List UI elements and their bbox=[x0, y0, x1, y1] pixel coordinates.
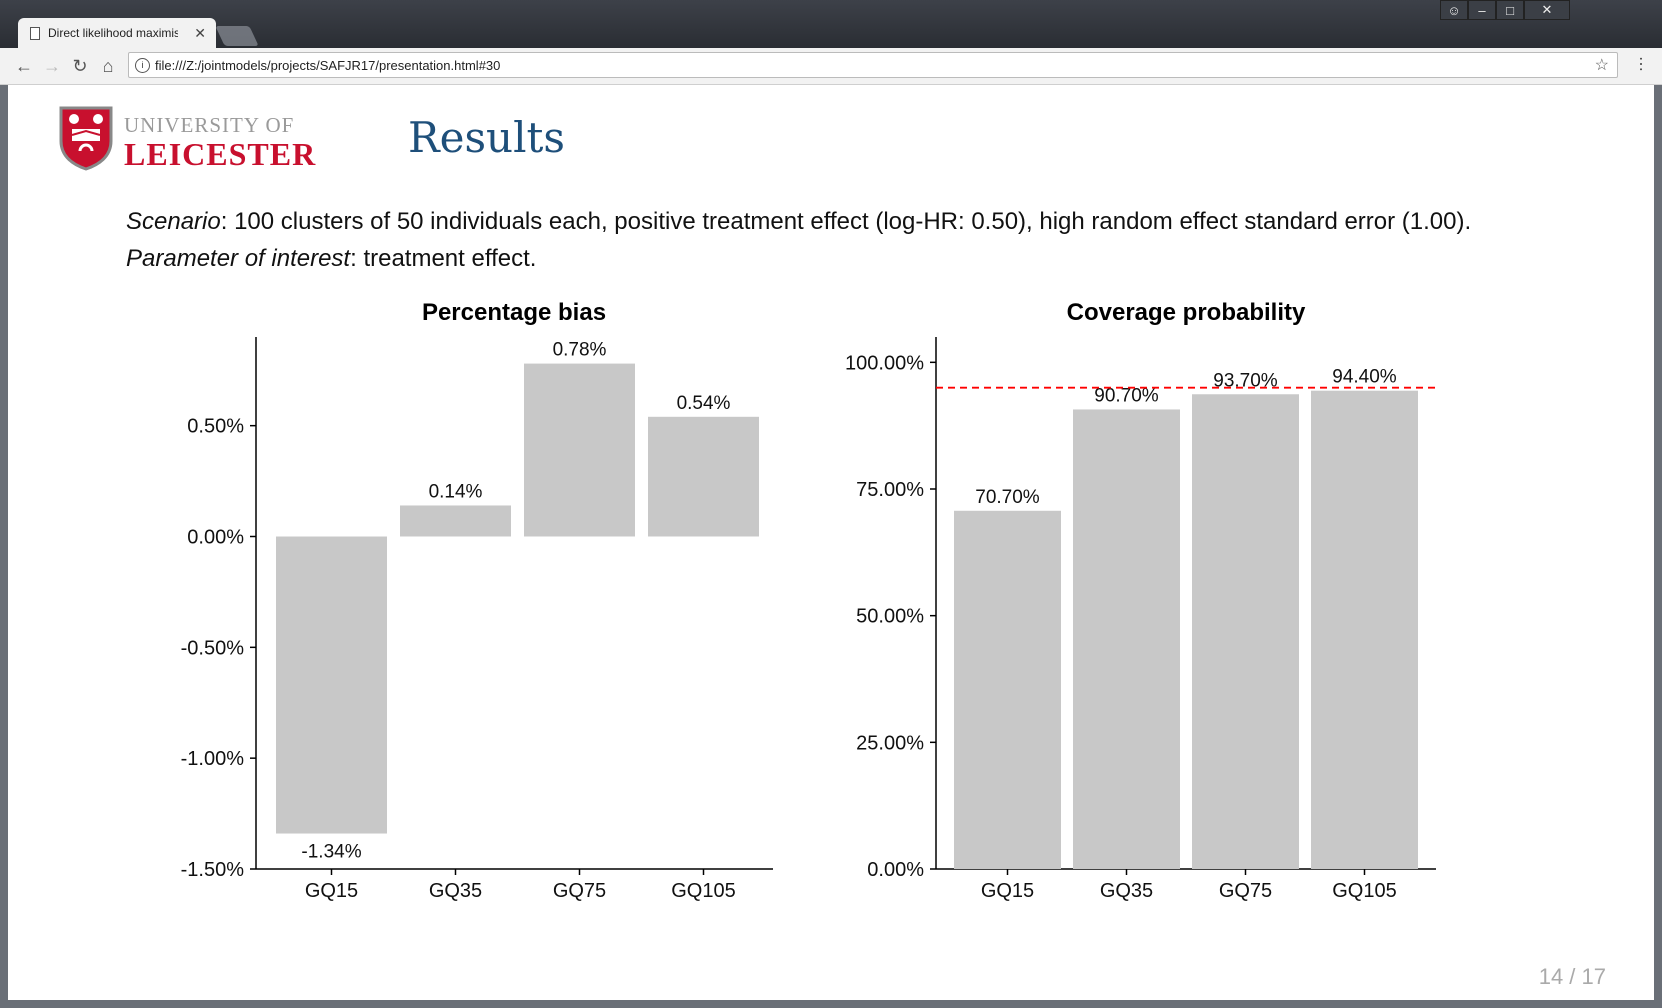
y-tick-label: 100.00% bbox=[845, 352, 924, 374]
browser-toolbar: ← → ↻ ⌂ i file:///Z:/jointmodels/project… bbox=[0, 48, 1662, 85]
tab-title: Direct likelihood maximis bbox=[48, 26, 178, 40]
data-label: -1.34% bbox=[301, 842, 361, 863]
menu-icon[interactable]: ⋯ bbox=[1632, 56, 1649, 72]
home-icon[interactable]: ⌂ bbox=[102, 55, 114, 76]
data-label: 0.78% bbox=[553, 340, 607, 361]
page-number: 14 / 17 bbox=[1538, 964, 1606, 989]
bar-gq75 bbox=[1192, 394, 1299, 869]
university-logo: UNIVERSITY OF LEICESTER bbox=[58, 105, 315, 176]
logo-text: UNIVERSITY OF LEICESTER bbox=[124, 113, 316, 170]
scenario-text: : 100 clusters of 50 individuals each, p… bbox=[220, 208, 1472, 235]
x-tick-label: GQ15 bbox=[305, 880, 358, 902]
y-tick-label: -1.00% bbox=[181, 748, 245, 770]
scenario-label: Scenario bbox=[126, 208, 221, 235]
slide-title: Results bbox=[408, 113, 565, 162]
info-icon[interactable]: i bbox=[135, 58, 150, 73]
bar-gq15 bbox=[276, 536, 387, 834]
bookmark-star-icon[interactable]: ☆ bbox=[1594, 57, 1609, 74]
document-icon bbox=[30, 27, 40, 40]
profile-icon[interactable]: ☺ bbox=[1440, 0, 1468, 20]
x-tick-label: GQ35 bbox=[429, 880, 482, 902]
x-tick-label: GQ35 bbox=[1100, 880, 1153, 902]
y-tick-label: -0.50% bbox=[181, 637, 245, 659]
x-tick-label: GQ15 bbox=[981, 880, 1034, 902]
data-label: 93.70% bbox=[1213, 370, 1278, 391]
new-tab-button[interactable] bbox=[215, 26, 259, 46]
parameter-text: : treatment effect. bbox=[350, 245, 537, 272]
results-charts: Percentage bias -1.50% -1.00% -0.50% 0.00% 0.… bbox=[181, 299, 1436, 902]
shield-icon bbox=[59, 106, 113, 171]
y-tick-label: -1.50% bbox=[181, 859, 245, 881]
reload-icon[interactable]: ↻ bbox=[72, 55, 88, 76]
close-window-button[interactable]: ✕ bbox=[1524, 0, 1570, 20]
bar-gq35 bbox=[400, 505, 511, 537]
parameter-label: Parameter of interest bbox=[126, 245, 351, 272]
logo-line1: UNIVERSITY OF bbox=[124, 113, 295, 137]
back-arrow-icon[interactable]: ← bbox=[15, 55, 33, 76]
x-tick-label: GQ75 bbox=[553, 880, 606, 902]
data-label: 0.14% bbox=[429, 481, 483, 502]
bar-gq75 bbox=[524, 363, 635, 537]
scenario-description: Scenario: 100 clusters of 50 individuals… bbox=[126, 203, 1546, 277]
y-tick-label: 0.00% bbox=[187, 527, 244, 549]
address-bar[interactable]: i file:///Z:/jointmodels/projects/SAFJR1… bbox=[128, 52, 1618, 78]
browser-tab[interactable]: Direct likelihood maximis ✕ bbox=[18, 18, 216, 48]
maximize-button[interactable]: □ bbox=[1496, 0, 1524, 20]
chart-title: Coverage probability bbox=[1067, 299, 1306, 326]
x-tick-label: GQ105 bbox=[1332, 880, 1396, 902]
y-tick-label: 50.00% bbox=[856, 606, 924, 628]
data-label: 94.40% bbox=[1332, 367, 1397, 388]
bar-gq35 bbox=[1073, 409, 1180, 869]
x-tick-label: GQ105 bbox=[671, 880, 735, 902]
y-tick-label: 0.00% bbox=[867, 859, 924, 881]
y-tick-label: 25.00% bbox=[856, 732, 924, 754]
data-label: 90.70% bbox=[1094, 385, 1159, 406]
data-label: 0.54% bbox=[677, 393, 731, 414]
x-tick-label: GQ75 bbox=[1219, 880, 1272, 902]
bar-gq15 bbox=[954, 510, 1061, 869]
page-content: UNIVERSITY OF LEICESTER Results Scenario… bbox=[8, 85, 1654, 1000]
url-text: file:///Z:/jointmodels/projects/SAFJR17/… bbox=[155, 57, 501, 73]
bar-gq105 bbox=[1311, 390, 1418, 869]
bar-gq105 bbox=[648, 416, 759, 537]
logo-line2: LEICESTER bbox=[124, 136, 317, 172]
minimize-button[interactable]: – bbox=[1468, 0, 1496, 20]
y-tick-label: 75.00% bbox=[856, 479, 924, 501]
y-tick-label: 0.50% bbox=[187, 416, 244, 438]
title-bar: Direct likelihood maximis ✕ ☺ – □ ✕ bbox=[0, 0, 1662, 48]
chart-title: Percentage bias bbox=[422, 299, 606, 326]
data-label: 70.70% bbox=[975, 487, 1040, 508]
tab-close-icon[interactable]: ✕ bbox=[194, 25, 206, 41]
forward-arrow-icon[interactable]: → bbox=[43, 55, 61, 76]
